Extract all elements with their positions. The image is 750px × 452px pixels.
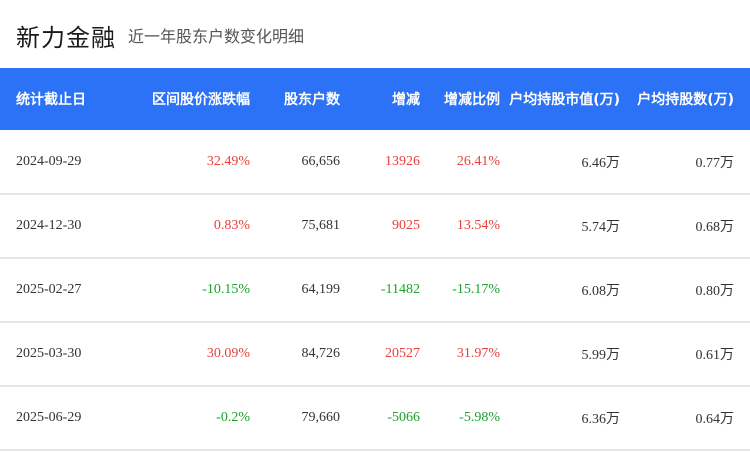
cell-avg-shares: 0.61万 <box>695 348 735 363</box>
cell-delta-pct: 31.97% <box>456 346 500 361</box>
shareholder-table: 统计截止日 区间股价涨跌幅 股东户数 增减 增减比例 户均持股市值(万) 户均持… <box>0 68 750 451</box>
cell-holders: 79,660 <box>301 410 341 425</box>
cell-avg-value: 6.08万 <box>581 284 621 299</box>
cell-holders: 84,726 <box>301 346 341 361</box>
page-title: 新力金融 <box>16 24 116 52</box>
cell-price-change: 0.83% <box>213 218 250 233</box>
cell-delta-pct: -15.17% <box>452 282 500 297</box>
table-body: 2024-09-29 32.49% 66,656 13926 26.41% 6.… <box>0 130 750 450</box>
cell-delta-pct: 26.41% <box>456 153 500 169</box>
cell-date: 2025-06-29 <box>16 410 82 425</box>
column-header-delta-pct[interactable]: 增减比例 <box>444 92 500 108</box>
cell-price-change: -0.2% <box>216 410 250 425</box>
cell-delta: 9025 <box>392 218 420 233</box>
cell-avg-value: 5.99万 <box>581 348 621 363</box>
cell-delta: -11482 <box>380 282 420 297</box>
cell-delta: 20527 <box>385 346 420 361</box>
column-header-avg-shares[interactable]: 户均持股数(万) <box>637 92 734 108</box>
cell-delta-pct: 13.54% <box>456 218 500 233</box>
table-row: 2025-06-29 -0.2% 79,660 -5066 -5.98% 6.3… <box>0 386 750 450</box>
cell-date: 2025-03-30 <box>16 346 82 361</box>
cell-holders: 64,199 <box>301 282 341 297</box>
page-subtitle: 近一年股东户数变化明细 <box>128 27 305 46</box>
table-row: 2024-09-29 32.49% 66,656 13926 26.41% 6.… <box>0 130 750 194</box>
cell-delta: 13926 <box>385 153 420 169</box>
table-row: 2025-02-27 -10.15% 64,199 -11482 -15.17%… <box>0 258 750 322</box>
table-row: 2024-12-30 0.83% 75,681 9025 13.54% 5.74… <box>0 194 750 258</box>
cell-date: 2024-12-30 <box>16 218 82 233</box>
cell-avg-shares: 0.68万 <box>695 220 735 235</box>
cell-avg-value: 6.46万 <box>581 155 621 171</box>
table-header: 统计截止日 区间股价涨跌幅 股东户数 增减 增减比例 户均持股市值(万) 户均持… <box>0 68 750 130</box>
cell-holders: 66,656 <box>301 153 341 169</box>
table-header-row: 统计截止日 区间股价涨跌幅 股东户数 增减 增减比例 户均持股市值(万) 户均持… <box>0 68 750 130</box>
cell-avg-shares: 0.80万 <box>695 284 735 299</box>
cell-avg-value: 5.74万 <box>581 220 621 235</box>
cell-avg-shares: 0.64万 <box>695 412 735 427</box>
cell-price-change: 32.49% <box>206 153 250 169</box>
column-header-delta[interactable]: 增减 <box>392 92 420 108</box>
cell-delta: -5066 <box>387 410 420 425</box>
column-header-price-change[interactable]: 区间股价涨跌幅 <box>152 92 250 108</box>
cell-avg-shares: 0.77万 <box>695 155 735 171</box>
cell-price-change: 30.09% <box>206 346 250 361</box>
cell-holders: 75,681 <box>301 218 341 233</box>
column-header-avg-value[interactable]: 户均持股市值(万) <box>509 92 620 108</box>
cell-delta-pct: -5.98% <box>459 410 500 425</box>
column-header-holders[interactable]: 股东户数 <box>284 92 340 108</box>
cell-price-change: -10.15% <box>202 282 250 297</box>
column-header-date[interactable]: 统计截止日 <box>16 92 86 108</box>
cell-avg-value: 6.36万 <box>581 412 621 427</box>
cell-date: 2024-09-29 <box>16 153 82 169</box>
cell-date: 2025-02-27 <box>16 282 82 297</box>
table-row: 2025-03-30 30.09% 84,726 20527 31.97% 5.… <box>0 322 750 386</box>
page-header: 新力金融 近一年股东户数变化明细 <box>0 0 750 68</box>
